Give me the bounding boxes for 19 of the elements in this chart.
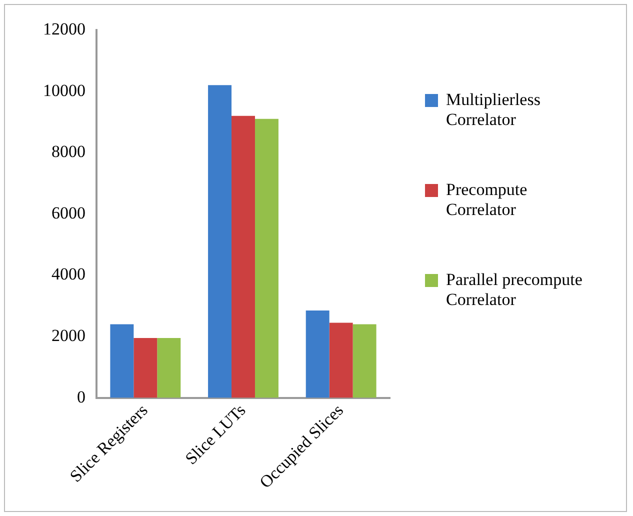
bar xyxy=(208,85,232,398)
legend-label: Parallel precompute Correlator xyxy=(446,270,584,310)
y-tick-label: 8000 xyxy=(52,142,86,162)
legend-label: Multiplierless Correlator xyxy=(446,90,542,130)
bar xyxy=(157,338,181,398)
legend-label: Precompute Correlator xyxy=(446,180,528,220)
bar xyxy=(110,324,134,398)
bar xyxy=(254,118,278,398)
bar xyxy=(352,324,376,398)
bar xyxy=(232,116,255,398)
bar xyxy=(134,338,158,398)
bar xyxy=(329,322,353,398)
y-tick-label: 2000 xyxy=(52,326,86,345)
y-tick-label: 6000 xyxy=(52,203,86,222)
y-tick-label: 12000 xyxy=(43,19,86,38)
y-tick-label: 4000 xyxy=(52,264,86,284)
y-tick-label: 0 xyxy=(77,387,86,406)
bar xyxy=(306,310,330,398)
y-tick-label: 10000 xyxy=(43,80,86,100)
